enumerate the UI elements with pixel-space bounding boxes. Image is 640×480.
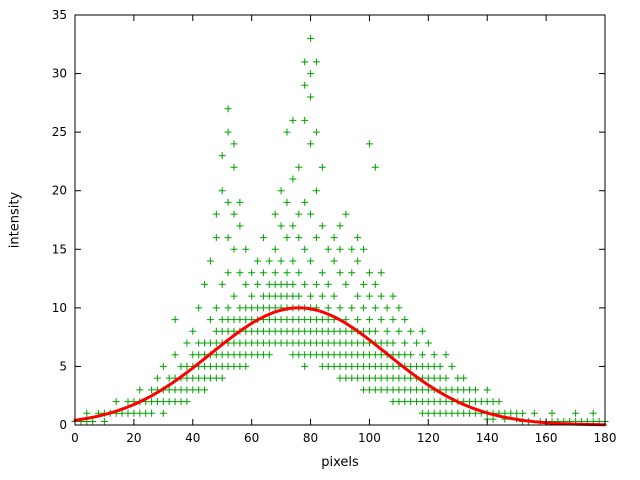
x-tick-label: 40 (185, 431, 200, 445)
x-tick-label: 100 (358, 431, 381, 445)
plot-border (74, 14, 606, 426)
x-tick-label: 120 (417, 431, 440, 445)
x-tick-label: 20 (126, 431, 141, 445)
y-tick-label: 0 (59, 418, 67, 432)
y-tick-label: 5 (59, 359, 67, 373)
x-tick-label: 160 (535, 431, 558, 445)
y-tick-label: 30 (52, 67, 67, 81)
x-tick-label: 0 (71, 431, 79, 445)
scatter-points (71, 34, 609, 425)
y-tick-label: 20 (52, 184, 67, 198)
x-axis-label: pixels (321, 455, 359, 470)
y-tick-label: 25 (52, 125, 67, 139)
y-tick-label: 15 (52, 242, 67, 256)
x-tick-label: 180 (594, 431, 617, 445)
x-tick-label: 80 (303, 431, 318, 445)
x-tick-label: 60 (244, 431, 259, 445)
fit-curve (73, 306, 607, 427)
y-tick-label: 10 (52, 301, 67, 315)
y-axis-label: intensity (7, 191, 23, 249)
x-tick-label: 140 (476, 431, 499, 445)
y-tick-label: 35 (52, 8, 67, 22)
